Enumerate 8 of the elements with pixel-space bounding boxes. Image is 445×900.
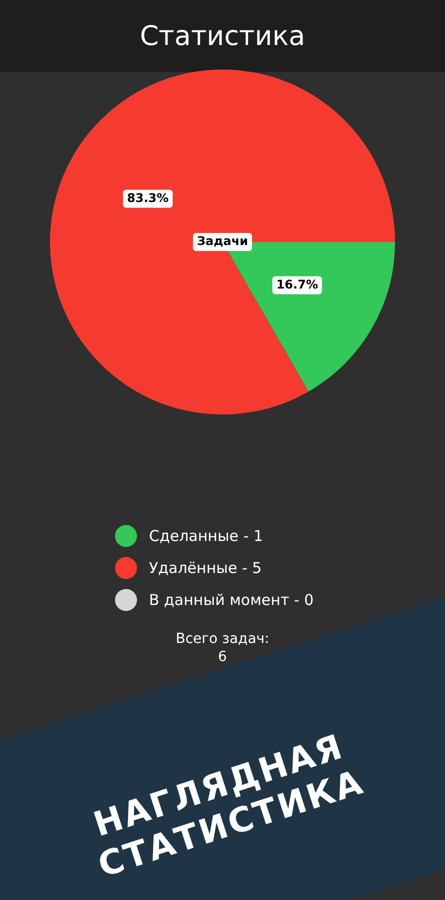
text: Всего задач: 6 (174, 630, 270, 666)
legend-label: В данный момент - 0 (149, 591, 314, 609)
legend-label: Сделанные - 1 (149, 527, 264, 545)
data-label: 16.7% (276, 277, 318, 292)
text: Задачи (196, 234, 248, 248)
chart-title: Статистика (0, 0, 445, 72)
legend-label: Удалённые - 5 (149, 559, 262, 577)
data-label: 83.3% (127, 190, 169, 205)
